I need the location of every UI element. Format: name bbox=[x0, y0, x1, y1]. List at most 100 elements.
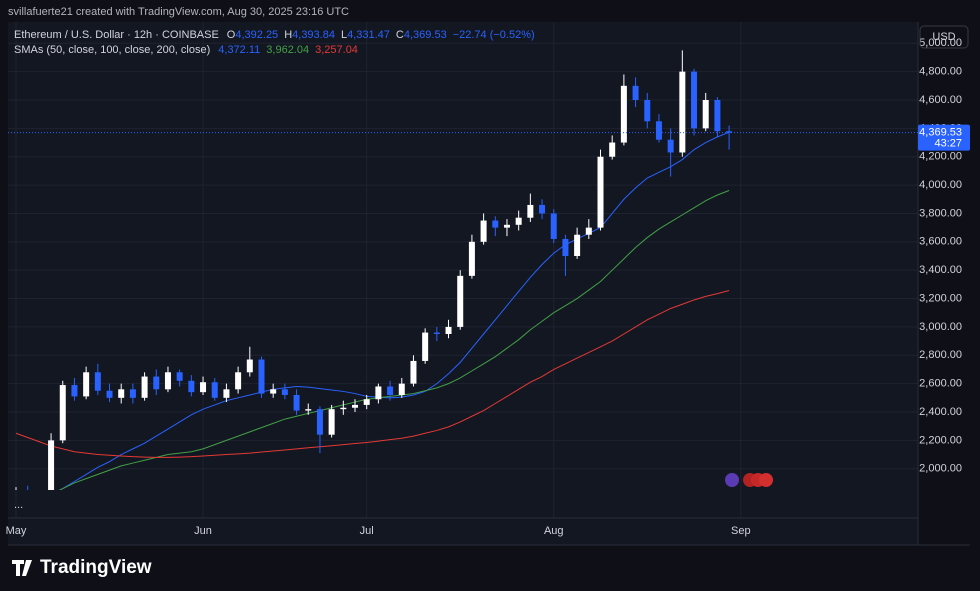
candle-body bbox=[503, 224, 510, 228]
candle-body bbox=[457, 275, 464, 327]
candle-body bbox=[48, 440, 55, 490]
sma-line bbox=[58, 190, 730, 490]
candle-body bbox=[94, 372, 101, 391]
sma-line bbox=[58, 131, 730, 490]
candle-body bbox=[702, 100, 709, 129]
candle-body bbox=[398, 383, 405, 395]
candle-body bbox=[655, 121, 662, 140]
candle-body bbox=[550, 213, 557, 239]
sma-value: 3,257.04 bbox=[315, 44, 358, 56]
candle-body bbox=[679, 71, 686, 153]
candle-body bbox=[141, 376, 148, 398]
candle-body bbox=[352, 404, 359, 408]
candle-body bbox=[726, 131, 733, 133]
candle-body bbox=[387, 386, 394, 395]
ohlc-value: 4,369.53 bbox=[404, 29, 447, 41]
candle-body bbox=[305, 409, 312, 411]
candle-body bbox=[258, 359, 265, 394]
candle-body bbox=[632, 85, 639, 100]
y-tick-label: 3,200.00 bbox=[919, 292, 962, 304]
y-tick-label: 4,800.00 bbox=[919, 66, 962, 78]
y-tick-label: 2,400.00 bbox=[919, 406, 962, 418]
candle-body bbox=[714, 100, 721, 132]
x-tick-label: Jun bbox=[194, 525, 212, 537]
candle-body bbox=[609, 142, 616, 157]
author-line: svillafuerte21 created with TradingView.… bbox=[8, 6, 349, 18]
candle-body bbox=[597, 156, 604, 228]
ohlc-key: O bbox=[227, 29, 236, 41]
candle-body bbox=[527, 204, 534, 218]
candle-body bbox=[480, 220, 487, 242]
symbol: Ethereum / U.S. Dollar · 12h · COINBASE bbox=[14, 29, 219, 41]
candle-body bbox=[468, 241, 475, 276]
y-tick-label: 4,600.00 bbox=[919, 94, 962, 106]
candle-body bbox=[328, 409, 335, 435]
candle-body bbox=[316, 409, 323, 435]
y-tick-label: 4,000.00 bbox=[919, 179, 962, 191]
candle-body bbox=[539, 204, 546, 214]
candle-body bbox=[492, 220, 499, 228]
price-tag bbox=[918, 124, 970, 151]
y-tick-label: 3,800.00 bbox=[919, 207, 962, 219]
candle-body bbox=[176, 372, 183, 381]
currency[interactable]: USD bbox=[932, 31, 955, 43]
candle-body bbox=[153, 376, 160, 390]
candle-body bbox=[281, 389, 288, 395]
candle-body bbox=[71, 385, 78, 397]
y-tick-label: 2,000.00 bbox=[919, 463, 962, 475]
candle-body bbox=[363, 399, 370, 405]
candle-body bbox=[585, 227, 592, 235]
change: −22.74 (−0.52%) bbox=[453, 29, 535, 41]
candle-body bbox=[164, 372, 171, 390]
x-tick-label: Jul bbox=[360, 525, 374, 537]
candle-body bbox=[574, 234, 581, 256]
candle-body bbox=[445, 326, 452, 334]
ohlc-key: H bbox=[284, 29, 292, 41]
logo bbox=[12, 560, 32, 576]
candle-body bbox=[246, 359, 253, 373]
candle-body bbox=[691, 71, 698, 129]
candle-body bbox=[83, 372, 90, 397]
ohlc-value: 4,331.47 bbox=[347, 29, 390, 41]
candle-body bbox=[223, 389, 230, 398]
candle-body bbox=[200, 382, 207, 393]
candle-body bbox=[562, 238, 569, 256]
y-tick-label: 2,800.00 bbox=[919, 349, 962, 361]
candle-body bbox=[118, 389, 125, 398]
more[interactable]: ... bbox=[14, 499, 23, 511]
x-tick-label: May bbox=[6, 525, 27, 537]
candle-body bbox=[515, 217, 522, 225]
candle-body bbox=[235, 372, 242, 390]
x-tick-label: Aug bbox=[544, 525, 564, 537]
sma-line bbox=[15, 289, 730, 458]
sma-value: 4,372.11 bbox=[218, 44, 260, 56]
candle-body bbox=[433, 332, 440, 334]
y-tick-label: 2,600.00 bbox=[919, 378, 962, 390]
candle-body bbox=[667, 139, 674, 153]
y-tick-label: 5,000.00 bbox=[919, 37, 962, 49]
currency-button[interactable] bbox=[919, 25, 969, 49]
events bbox=[725, 473, 773, 487]
ohlc-value: 4,393.84 bbox=[292, 29, 335, 41]
candle-body bbox=[410, 360, 417, 384]
candle-body bbox=[270, 389, 277, 394]
y-tick-label: 4,200.00 bbox=[919, 151, 962, 163]
candle-body bbox=[188, 380, 195, 393]
sma-value: 3,962.04 bbox=[266, 44, 309, 56]
y-tick-label: 3,400.00 bbox=[919, 264, 962, 276]
candle-body bbox=[340, 407, 347, 410]
candle-body bbox=[293, 394, 300, 411]
candle-body bbox=[422, 332, 429, 361]
price-tag-value: 4,369.53 bbox=[919, 127, 962, 139]
candle-body bbox=[129, 389, 136, 398]
ohlc-key: L bbox=[341, 29, 347, 41]
sma-title: SMAs (50, close, 100, close, 200, close) bbox=[14, 44, 210, 56]
ohlc-key: C bbox=[396, 29, 404, 41]
countdown: 43:27 bbox=[934, 138, 962, 150]
y-tick-label: 3,600.00 bbox=[919, 236, 962, 248]
candle-body bbox=[375, 386, 382, 400]
y-tick-label: 3,000.00 bbox=[919, 321, 962, 333]
x-tick-label: Sep bbox=[731, 525, 751, 537]
y-tick-label: 2,200.00 bbox=[919, 434, 962, 446]
brand: TradingView bbox=[40, 557, 152, 578]
